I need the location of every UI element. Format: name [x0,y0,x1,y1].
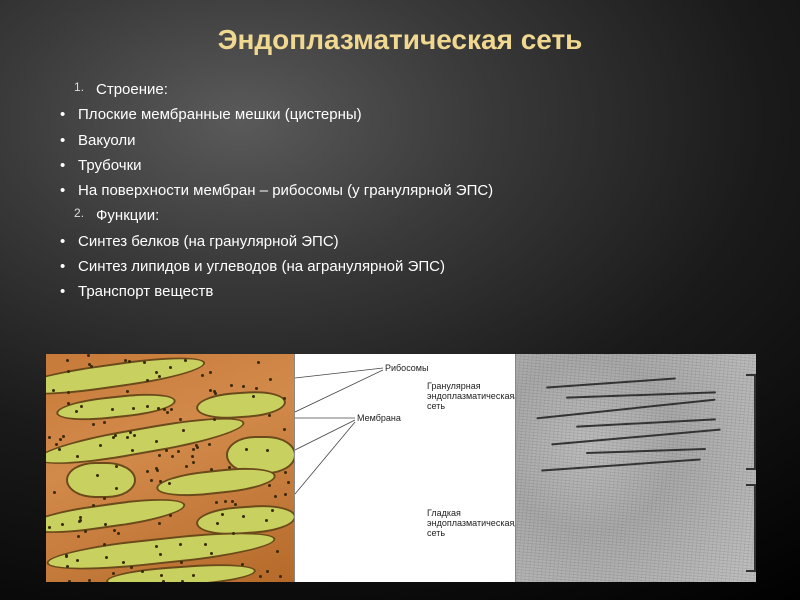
content-list: Строение: Плоские мембранные мешки (цист… [60,78,750,303]
label-ribosomes: Рибосомы [385,364,428,374]
section-heading-1: Строение: [74,78,750,101]
label-granular: Гранулярнаяэндоплазматическаясеть [427,382,514,412]
section-heading-2: Функции: [74,204,750,227]
list-item: Трубочки [60,154,750,177]
figure-left-panel [46,354,294,582]
em-bracket [748,374,756,470]
section-2-items: Синтез белков (на гранулярной ЭПС) Синте… [60,230,750,304]
list-item: Вакуоли [60,129,750,152]
list-item: Синтез липидов и углеводов (на агрануляр… [60,255,750,278]
list-item: На поверхности мембран – рибосомы (у гра… [60,179,750,202]
list-item: Синтез белков (на гранулярной ЭПС) [60,230,750,253]
slide-title: Эндоплазматическая сеть [50,24,750,56]
label-smooth: Гладкаяэндоплазматическаясеть [427,509,514,539]
figure-mid-panel: Рибосомы Мембрана Гранулярнаяэндоплазмат… [294,354,516,582]
list-item: Плоские мембранные мешки (цистерны) [60,103,750,126]
em-bracket [748,484,756,572]
figure-right-panel [516,354,756,582]
figure: Рибосомы Мембрана Гранулярнаяэндоплазмат… [46,354,756,582]
section-1-items: Плоские мембранные мешки (цистерны) Ваку… [60,103,750,202]
list-item: Транспорт веществ [60,280,750,303]
label-membrane: Мембрана [357,414,401,424]
er-tubule [66,462,136,498]
slide: Эндоплазматическая сеть Строение: Плоски… [0,0,800,600]
